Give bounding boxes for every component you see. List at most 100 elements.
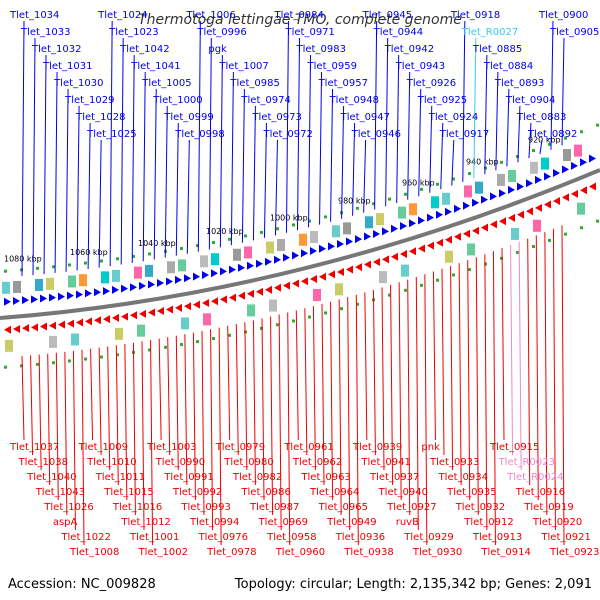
gene-label[interactable]: Tlet_1008 bbox=[69, 547, 119, 558]
gene-label[interactable]: Tlet_0905 bbox=[549, 27, 599, 38]
gene-label[interactable]: Tlet_0885 bbox=[472, 44, 522, 55]
gene-label[interactable]: Tlet_0985 bbox=[229, 78, 279, 89]
gene-label[interactable]: Tlet_0916 bbox=[515, 487, 565, 498]
gene-label[interactable]: Tlet_0912 bbox=[463, 517, 513, 528]
gene-label[interactable]: Tlet_0964 bbox=[309, 487, 359, 498]
gene-label[interactable]: Tlet_0993 bbox=[180, 502, 230, 513]
gene-label[interactable]: Tlet_0987 bbox=[249, 502, 299, 513]
gene-label[interactable]: Tlet_0959 bbox=[307, 61, 357, 72]
gene-label[interactable]: Tlet_0991 bbox=[163, 472, 213, 483]
gene-label[interactable]: Tlet_1010 bbox=[86, 457, 136, 468]
gene-label[interactable]: Tlet_1033 bbox=[20, 27, 70, 38]
gene-label[interactable]: Tlet_0976 bbox=[198, 532, 248, 543]
gene-label[interactable]: Tlet_R0024 bbox=[506, 472, 563, 483]
gene-label[interactable]: Tlet_1011 bbox=[95, 472, 145, 483]
gene-label[interactable]: Tlet_0917 bbox=[439, 129, 489, 140]
gene-label[interactable]: Tlet_1005 bbox=[141, 78, 191, 89]
gene-label[interactable]: Tlet_1022 bbox=[60, 532, 110, 543]
gene-label[interactable]: Tlet_0973 bbox=[251, 112, 301, 123]
gene-label[interactable]: Tlet_0926 bbox=[406, 78, 456, 89]
gene-label[interactable]: Tlet_0948 bbox=[329, 95, 379, 106]
gene-label[interactable]: Tlet_0945 bbox=[362, 10, 412, 21]
gene-label[interactable]: Tlet_1024 bbox=[97, 10, 147, 21]
gene-label[interactable]: Tlet_1012 bbox=[120, 517, 170, 528]
gene-label[interactable]: Tlet_1031 bbox=[42, 61, 92, 72]
gene-label[interactable]: Tlet_1015 bbox=[103, 487, 153, 498]
gene-label[interactable]: Tlet_1003 bbox=[146, 442, 196, 453]
gene-label[interactable]: Tlet_1029 bbox=[64, 95, 114, 106]
gene-label[interactable]: Tlet_0962 bbox=[292, 457, 342, 468]
gene-label[interactable]: Tlet_0972 bbox=[262, 129, 312, 140]
gene-label[interactable]: Tlet_0971 bbox=[285, 27, 335, 38]
gene-label[interactable]: Tlet_0944 bbox=[373, 27, 423, 38]
gene-label[interactable]: Tlet_0914 bbox=[480, 547, 530, 558]
gene-label[interactable]: Tlet_0958 bbox=[266, 532, 316, 543]
gene-label[interactable]: Tlet_0990 bbox=[155, 457, 205, 468]
gene-label[interactable]: Tlet_0943 bbox=[395, 61, 445, 72]
gene-label[interactable]: Tlet_1025 bbox=[86, 129, 136, 140]
gene-label[interactable]: Tlet_0960 bbox=[275, 547, 325, 558]
gene-label[interactable]: Tlet_0983 bbox=[296, 44, 346, 55]
gene-label[interactable]: Tlet_0923 bbox=[549, 547, 599, 558]
gene-label[interactable]: Tlet_0920 bbox=[532, 517, 582, 528]
gene-label[interactable]: ruvB bbox=[396, 517, 419, 528]
gene-label[interactable]: Tlet_0935 bbox=[446, 487, 496, 498]
gene-label[interactable]: Tlet_0982 bbox=[232, 472, 282, 483]
gene-label[interactable]: Tlet_0996 bbox=[196, 27, 246, 38]
gene-label[interactable]: Tlet_0963 bbox=[300, 472, 350, 483]
gene-label[interactable]: Tlet_0893 bbox=[494, 78, 544, 89]
gene-label[interactable]: Tlet_0918 bbox=[450, 10, 500, 21]
gene-label[interactable]: Tlet_1023 bbox=[108, 27, 158, 38]
gene-label[interactable]: Tlet_0999 bbox=[163, 112, 213, 123]
gene-label[interactable]: Tlet_0965 bbox=[318, 502, 368, 513]
gene-label[interactable]: Tlet_0941 bbox=[360, 457, 410, 468]
gene-label[interactable]: Tlet_1007 bbox=[218, 61, 268, 72]
gene-labels[interactable]: Tlet_1034 Tlet_1033 Tlet_1032 Tlet_1031 Tlet… bbox=[9, 10, 599, 558]
gene-label[interactable]: Tlet_0933 bbox=[429, 457, 479, 468]
gene-label[interactable]: Tlet_0946 bbox=[351, 129, 401, 140]
gene-label[interactable]: Tlet_1026 bbox=[43, 502, 93, 513]
gene-label[interactable]: Tlet_0980 bbox=[223, 457, 273, 468]
gene-label[interactable]: Tlet_0992 bbox=[172, 487, 222, 498]
gene-label[interactable]: Tlet_0961 bbox=[283, 442, 333, 453]
gene-label[interactable]: Tlet_1030 bbox=[53, 78, 103, 89]
gene-label[interactable]: Tlet_0986 bbox=[240, 487, 290, 498]
gene-label[interactable]: Tlet_0994 bbox=[189, 517, 239, 528]
gene-label[interactable]: Tlet_0892 bbox=[527, 129, 577, 140]
gene-label[interactable]: Tlet_1037 bbox=[9, 442, 59, 453]
gene-label[interactable]: Tlet_0937 bbox=[369, 472, 419, 483]
gene-label[interactable]: Tlet_0984 bbox=[273, 10, 323, 21]
gene-label[interactable]: Tlet_1042 bbox=[119, 44, 169, 55]
gene-label[interactable]: pgk bbox=[208, 44, 227, 55]
gene-label[interactable]: Tlet_0883 bbox=[516, 112, 566, 123]
gene-label[interactable]: Tlet_0947 bbox=[340, 112, 390, 123]
gene-label[interactable]: Tlet_0978 bbox=[206, 547, 256, 558]
gene-label[interactable]: Tlet_0942 bbox=[384, 44, 434, 55]
gene-label[interactable]: Tlet_0932 bbox=[455, 502, 505, 513]
gene-label[interactable]: Tlet_0938 bbox=[343, 547, 393, 558]
gene-label[interactable]: Tlet_0929 bbox=[403, 532, 453, 543]
gene-label[interactable]: Tlet_1006 bbox=[185, 10, 235, 21]
gene-label[interactable]: Tlet_0974 bbox=[240, 95, 290, 106]
gene-label[interactable]: Tlet_R0027 bbox=[461, 27, 518, 38]
gene-label[interactable]: Tlet_1016 bbox=[112, 502, 162, 513]
gene-label[interactable]: Tlet_0939 bbox=[352, 442, 402, 453]
gene-label[interactable]: Tlet_0969 bbox=[258, 517, 308, 528]
gene-label[interactable]: Tlet_0925 bbox=[417, 95, 467, 106]
gene-label[interactable]: Tlet_1040 bbox=[26, 472, 76, 483]
gene-label[interactable]: Tlet_0900 bbox=[538, 10, 588, 21]
gene-label[interactable]: Tlet_0957 bbox=[318, 78, 368, 89]
gene-label[interactable]: Tlet_0915 bbox=[489, 442, 539, 453]
gene-label[interactable]: Tlet_0936 bbox=[335, 532, 385, 543]
gene-label[interactable]: Tlet_0949 bbox=[326, 517, 376, 528]
gene-label[interactable]: Tlet_0979 bbox=[215, 442, 265, 453]
gene-label[interactable]: Tlet_1032 bbox=[31, 44, 81, 55]
gene-label[interactable]: Tlet_0934 bbox=[438, 472, 488, 483]
gene-label[interactable]: Tlet_1000 bbox=[152, 95, 202, 106]
gene-label[interactable]: Tlet_0904 bbox=[505, 95, 555, 106]
gene-label[interactable]: Tlet_1028 bbox=[75, 112, 125, 123]
gene-label[interactable]: Tlet_0998 bbox=[174, 129, 224, 140]
gene-label[interactable]: Tlet_0919 bbox=[523, 502, 573, 513]
gene-label[interactable]: Tlet_1034 bbox=[9, 10, 59, 21]
gene-label[interactable]: Tlet_1002 bbox=[138, 547, 188, 558]
